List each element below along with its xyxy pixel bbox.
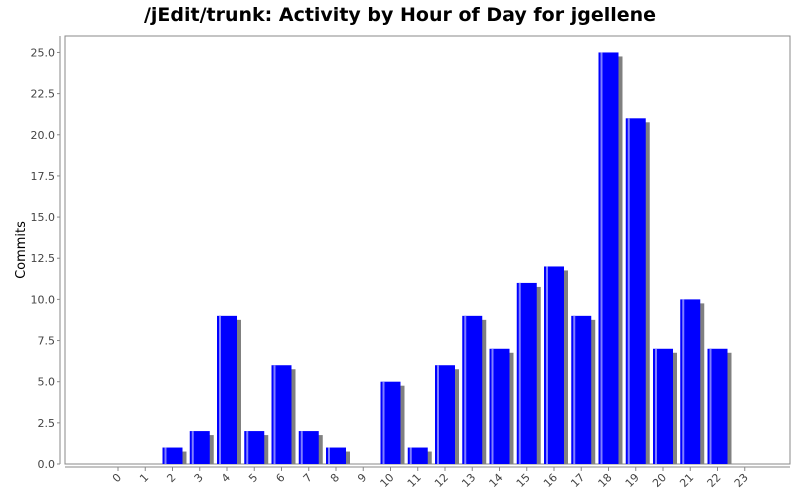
x-tick-label: 15 [514, 471, 533, 490]
bar [217, 315, 237, 464]
x-tick-label: 2 [164, 471, 178, 485]
y-tick-label: 15.0 [31, 211, 56, 224]
x-tick-label: 3 [192, 471, 206, 485]
y-tick-label: 0.0 [38, 458, 56, 471]
x-axis: 0 1 2 3 4 5 6 7 8 9 10 11 12 13 14 15 16 17 18 19 20 21 22 23 [65, 466, 790, 490]
y-tick-label: 7.5 [38, 335, 56, 348]
bar [680, 299, 701, 464]
x-tick-label: 13 [459, 471, 478, 490]
bar-highlight [300, 431, 303, 464]
x-tick-label: 16 [541, 471, 560, 490]
bar-highlight [164, 447, 167, 464]
x-tick-label: 23 [732, 471, 751, 490]
x-tick-label: 8 [328, 471, 342, 485]
bar-highlight [328, 447, 330, 464]
chart-title: /jEdit/trunk: Activity by Hour of Day fo… [143, 4, 657, 26]
x-tick-label: 18 [596, 471, 615, 490]
bar-highlight [518, 282, 521, 464]
x-tick-label: 11 [405, 471, 424, 490]
y-tick-label: 25.0 [31, 46, 56, 59]
bar [189, 431, 210, 464]
bar [571, 315, 592, 464]
bar-highlight [709, 348, 712, 464]
bar [326, 447, 346, 464]
bar [598, 52, 619, 464]
x-tick-label: 12 [432, 471, 451, 490]
bar [462, 315, 483, 464]
bar-highlight [246, 431, 249, 464]
bars-group [162, 52, 732, 465]
bar-highlight [273, 365, 276, 464]
y-tick-label: 17.5 [31, 170, 56, 183]
y-tick-label: 22.5 [31, 88, 56, 101]
x-tick-label: 10 [378, 471, 397, 490]
bar [516, 282, 537, 464]
bar-highlight [573, 315, 576, 464]
bar [653, 348, 673, 464]
bar-highlight [682, 299, 685, 464]
x-tick-label: 5 [246, 471, 260, 485]
bar [489, 348, 510, 464]
bar [707, 348, 728, 464]
bar [298, 431, 319, 464]
bar-highlight [491, 348, 494, 464]
bar-highlight [546, 266, 548, 464]
bar-highlight [464, 315, 467, 464]
bar-highlight [655, 348, 657, 464]
x-tick-label: 17 [568, 471, 587, 490]
y-tick-label: 5.0 [38, 376, 56, 389]
x-tick-label: 9 [355, 471, 369, 485]
y-tick-label: 10.0 [31, 293, 56, 306]
x-tick-label: 7 [301, 471, 315, 485]
bar-highlight [627, 118, 630, 465]
bar-highlight [437, 365, 439, 464]
y-tick-label: 20.0 [31, 129, 56, 142]
bar-highlight [600, 52, 603, 464]
x-tick-label: 21 [677, 471, 696, 490]
bar-highlight [409, 447, 412, 464]
bar [162, 447, 183, 464]
x-tick-label: 6 [273, 471, 287, 485]
x-tick-label: 4 [219, 471, 233, 485]
bar [625, 118, 646, 465]
bar [435, 365, 455, 464]
bar-highlight [191, 431, 194, 464]
bar [244, 431, 265, 464]
bar [407, 447, 428, 464]
x-tick-label: 20 [650, 471, 669, 490]
bar-highlight [219, 315, 221, 464]
bar-highlight [382, 381, 385, 464]
x-tick-label: 14 [487, 471, 506, 490]
x-tick-label: 19 [623, 471, 642, 490]
bar [380, 381, 401, 464]
x-tick-label: 22 [705, 471, 724, 490]
x-tick-label: 0 [110, 471, 124, 485]
y-axis-label: Commits [14, 221, 29, 279]
y-axis: 0.0 2.5 5.0 7.5 10.0 12.5 15.0 17.5 20.0 22.5 25.0 [31, 36, 61, 471]
y-tick-label: 12.5 [31, 252, 56, 265]
x-tick-label: 1 [137, 471, 151, 485]
y-tick-label: 2.5 [38, 417, 56, 430]
bar [271, 365, 292, 464]
bar [544, 266, 564, 464]
